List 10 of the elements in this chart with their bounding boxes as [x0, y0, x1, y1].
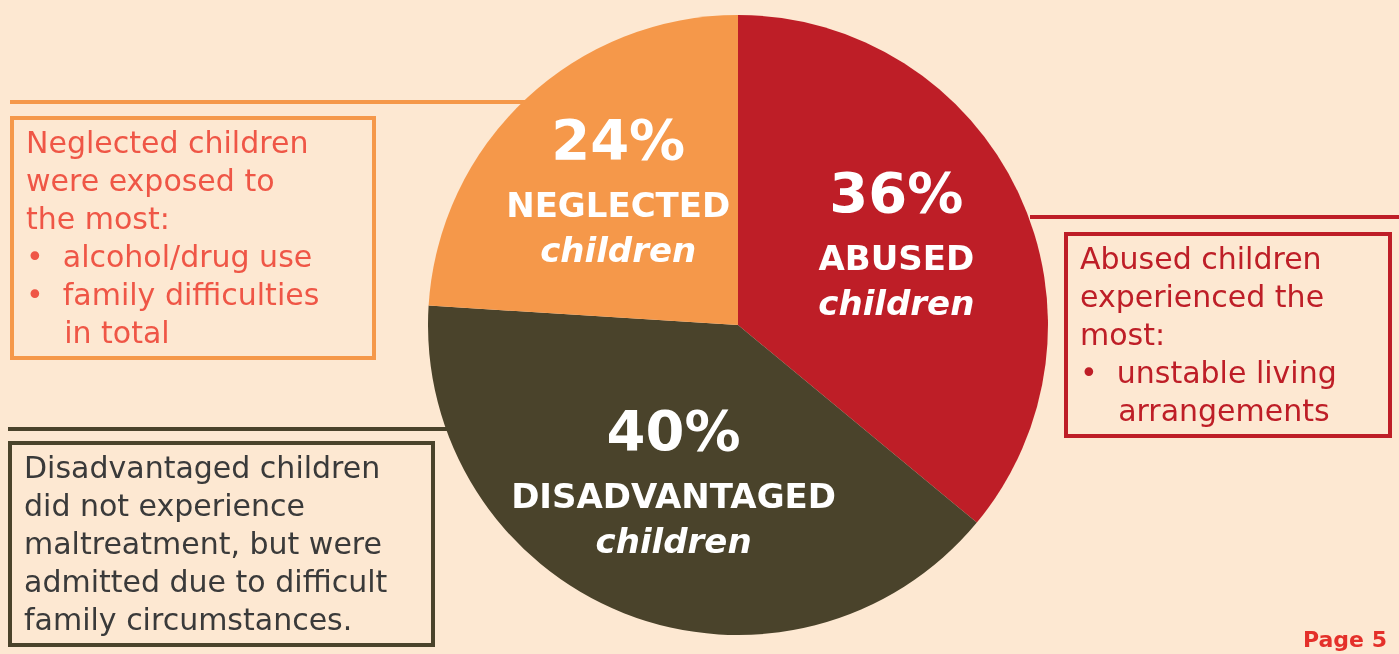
data-label: 40%: [606, 397, 741, 463]
text: Neglected children were exposed to the most: • alcohol/drug use • family difficulties in total: [10, 116, 376, 360]
text: Abused children experienced the most: • unstable living arrangements: [1064, 232, 1392, 438]
category-label: DISADVANTAGED children: [511, 475, 837, 561]
data-label: 24%: [551, 107, 686, 173]
text: Page 5: [1302, 627, 1387, 652]
category-label: ABUSED children: [818, 238, 975, 324]
data-label: 36%: [829, 160, 964, 226]
category-label: NEGLECTED children: [506, 185, 731, 271]
text: Disadvantaged children did not experience maltreatment, but were admitted due to difficult family circumstances.: [8, 441, 435, 647]
